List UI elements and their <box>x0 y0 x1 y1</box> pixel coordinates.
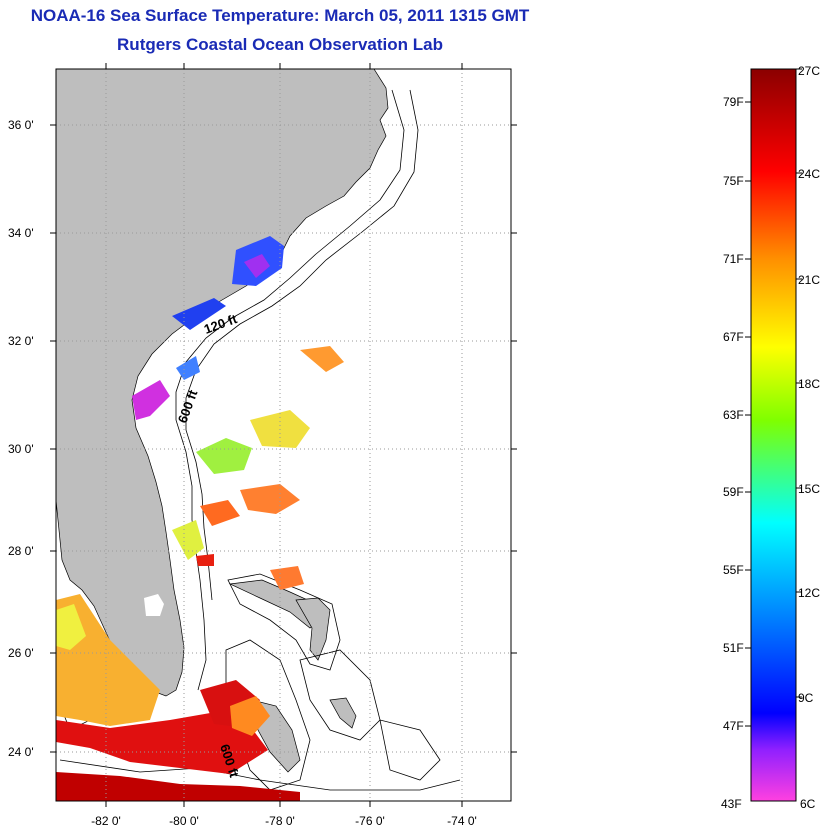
lat-label: 24 0' <box>8 745 34 759</box>
lon-label: -80 0' <box>169 814 199 828</box>
sst-yellow-green-nearshore <box>172 520 204 560</box>
colorbar-c-label: 24C <box>798 167 820 181</box>
land-us-mainland <box>56 69 389 697</box>
sst-green-patch <box>196 438 252 474</box>
lon-tick-marks <box>105 63 463 807</box>
lat-label: 36 0' <box>8 118 34 132</box>
sst-cold-patch-north-violet <box>244 254 270 278</box>
sst-orange-bahamas <box>230 696 270 736</box>
lat-label: 26 0' <box>8 646 34 660</box>
lat-label: 34 0' <box>8 226 34 240</box>
sst-cool-band-2 <box>176 356 200 380</box>
sst-red-small <box>196 554 214 566</box>
lake-okeechobee <box>144 594 164 616</box>
sst-orange-patch-c <box>200 500 240 526</box>
lat-label: 32 0' <box>8 334 34 348</box>
lon-label: -74 0' <box>447 814 477 828</box>
colorbar-c-label: 6C <box>800 797 816 811</box>
lon-label: -76 0' <box>355 814 385 828</box>
temperature-colorbar: 79F 75F 71F 67F 63F 59F 55F 51F 47F 43F … <box>721 64 820 811</box>
sst-orange-patch-b <box>240 484 300 514</box>
colorbar-f-label: 51F <box>723 641 744 655</box>
map-subtitle: Rutgers Coastal Ocean Observation Lab <box>117 35 443 54</box>
colorbar-c-label: 12C <box>798 586 820 600</box>
sst-cold-band <box>172 298 226 330</box>
colorbar-f-label: 43F <box>721 797 742 811</box>
colorbar-gradient <box>750 68 797 802</box>
land-bahamas-abaco <box>295 597 331 661</box>
sst-keys-red <box>56 712 268 774</box>
colorbar-f-label: 79F <box>723 95 744 109</box>
colorbar-f-label: 67F <box>723 330 744 344</box>
colorbar-f-label: 63F <box>723 408 744 422</box>
colorbar-c-label: 9C <box>798 691 814 705</box>
colorbar-f-label: 55F <box>723 563 744 577</box>
colorbar-c-label: 18C <box>798 377 820 391</box>
land-bahamas-eleuthera <box>329 697 357 729</box>
sst-magenta-coastal <box>132 380 170 420</box>
lon-label: -78 0' <box>265 814 295 828</box>
colorbar-c-label: 15C <box>798 482 820 496</box>
sst-orange-east <box>270 566 304 590</box>
colorbar-f-label: 59F <box>723 485 744 499</box>
lat-tick-marks <box>50 124 517 753</box>
sst-pixels <box>56 236 344 801</box>
map-frame <box>55 68 512 802</box>
map-layers <box>56 69 461 801</box>
colorbar-f-label: 75F <box>723 174 744 188</box>
lon-label: -82 0' <box>91 814 121 828</box>
sst-florida-bay-yellow <box>56 604 86 650</box>
sst-orange-patch-a <box>300 346 344 372</box>
colorbar-c-label: 21C <box>798 273 820 287</box>
lat-label: 28 0' <box>8 544 34 558</box>
colorbar-c-label: 27C <box>798 64 820 78</box>
lat-label: 30 0' <box>8 442 34 456</box>
map-title: NOAA-16 Sea Surface Temperature: March 0… <box>30 6 530 25</box>
sst-deep-red-south <box>56 772 300 801</box>
colorbar-f-label: 71F <box>723 252 744 266</box>
colorbar-f-label: 47F <box>723 719 744 733</box>
colorbar-ticks <box>745 68 802 727</box>
